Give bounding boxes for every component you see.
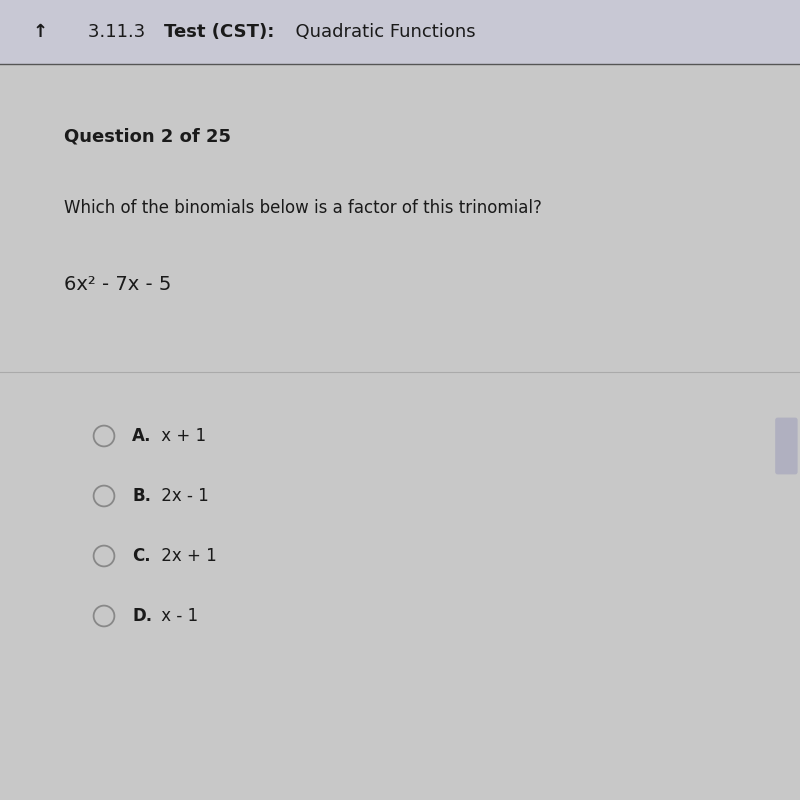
Text: Question 2 of 25: Question 2 of 25 bbox=[64, 127, 231, 145]
Text: Test (CST):: Test (CST): bbox=[164, 23, 274, 41]
Circle shape bbox=[94, 606, 114, 626]
Circle shape bbox=[94, 546, 114, 566]
Text: 3.11.3: 3.11.3 bbox=[88, 23, 157, 41]
Text: ↑: ↑ bbox=[33, 23, 47, 41]
Text: D.: D. bbox=[132, 607, 152, 625]
Text: B.: B. bbox=[132, 487, 151, 505]
Text: x - 1: x - 1 bbox=[156, 607, 198, 625]
Circle shape bbox=[94, 426, 114, 446]
Text: x + 1: x + 1 bbox=[156, 427, 206, 445]
Circle shape bbox=[94, 486, 114, 506]
FancyBboxPatch shape bbox=[775, 418, 798, 474]
Text: C.: C. bbox=[132, 547, 150, 565]
Text: 6x² - 7x - 5: 6x² - 7x - 5 bbox=[64, 274, 171, 294]
Text: A.: A. bbox=[132, 427, 151, 445]
Text: 2x + 1: 2x + 1 bbox=[156, 547, 217, 565]
Text: Which of the binomials below is a factor of this trinomial?: Which of the binomials below is a factor… bbox=[64, 199, 542, 217]
Text: Quadratic Functions: Quadratic Functions bbox=[284, 23, 476, 41]
Text: 2x - 1: 2x - 1 bbox=[156, 487, 209, 505]
FancyBboxPatch shape bbox=[0, 0, 800, 64]
